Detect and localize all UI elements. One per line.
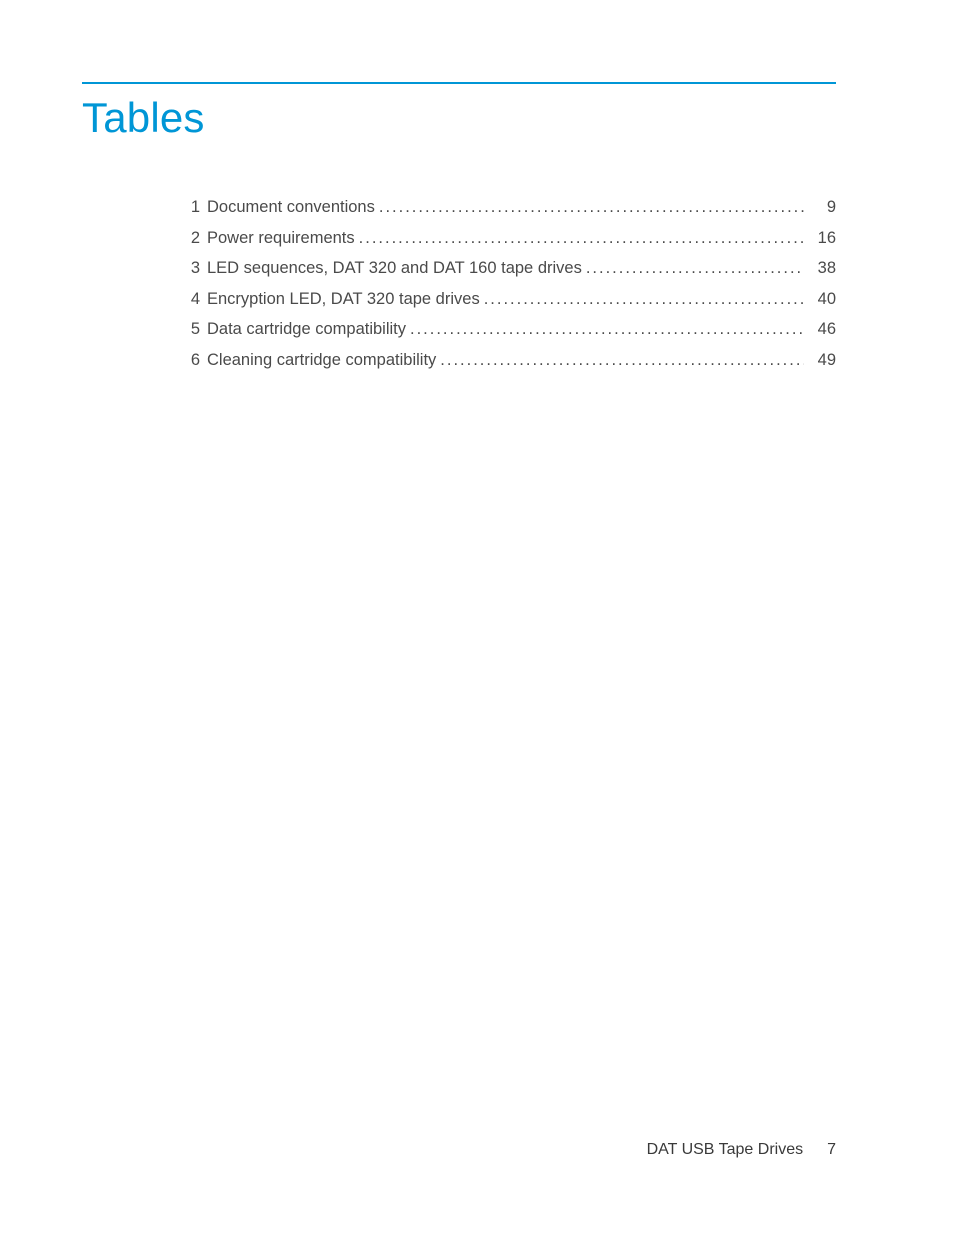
footer-doc-title: DAT USB Tape Drives bbox=[647, 1141, 804, 1159]
toc-entry-page: 46 bbox=[808, 314, 836, 345]
toc-row[interactable]: 1 Document conventions 9 bbox=[182, 192, 836, 223]
toc-entry-label: Document conventions bbox=[207, 192, 375, 223]
toc-entry-label: Power requirements bbox=[207, 223, 355, 254]
toc-leader-dots bbox=[440, 345, 804, 376]
toc-row[interactable]: 3 LED sequences, DAT 320 and DAT 160 tap… bbox=[182, 253, 836, 284]
toc-entry-page: 38 bbox=[808, 253, 836, 284]
toc-entry-number: 1 bbox=[182, 192, 200, 223]
header-rule bbox=[82, 82, 836, 84]
toc-entry-label: Encryption LED, DAT 320 tape drives bbox=[207, 284, 480, 315]
toc-leader-dots bbox=[586, 253, 804, 284]
toc-entry-number: 5 bbox=[182, 314, 200, 345]
toc-entry-label: Cleaning cartridge compatibility bbox=[207, 345, 436, 376]
toc-leader-dots bbox=[359, 223, 804, 254]
toc-row[interactable]: 6 Cleaning cartridge compatibility 49 bbox=[182, 345, 836, 376]
toc-row[interactable]: 2 Power requirements 16 bbox=[182, 223, 836, 254]
toc-entry-label: LED sequences, DAT 320 and DAT 160 tape … bbox=[207, 253, 582, 284]
page-footer: DAT USB Tape Drives 7 bbox=[647, 1141, 836, 1159]
page-title: Tables bbox=[82, 94, 836, 142]
toc-leader-dots bbox=[484, 284, 804, 315]
toc-entry-number: 6 bbox=[182, 345, 200, 376]
toc-leader-dots bbox=[410, 314, 804, 345]
toc-entry-label: Data cartridge compatibility bbox=[207, 314, 406, 345]
toc-entry-number: 2 bbox=[182, 223, 200, 254]
tables-toc: 1 Document conventions 9 2 Power require… bbox=[182, 192, 836, 375]
toc-entry-number: 4 bbox=[182, 284, 200, 315]
toc-leader-dots bbox=[379, 192, 804, 223]
toc-entry-page: 16 bbox=[808, 223, 836, 254]
footer-page-number: 7 bbox=[827, 1141, 836, 1159]
toc-entry-page: 40 bbox=[808, 284, 836, 315]
toc-row[interactable]: 4 Encryption LED, DAT 320 tape drives 40 bbox=[182, 284, 836, 315]
toc-entry-page: 9 bbox=[808, 192, 836, 223]
toc-row[interactable]: 5 Data cartridge compatibility 46 bbox=[182, 314, 836, 345]
toc-entry-page: 49 bbox=[808, 345, 836, 376]
toc-entry-number: 3 bbox=[182, 253, 200, 284]
document-page: Tables 1 Document conventions 9 2 Power … bbox=[0, 0, 954, 1235]
